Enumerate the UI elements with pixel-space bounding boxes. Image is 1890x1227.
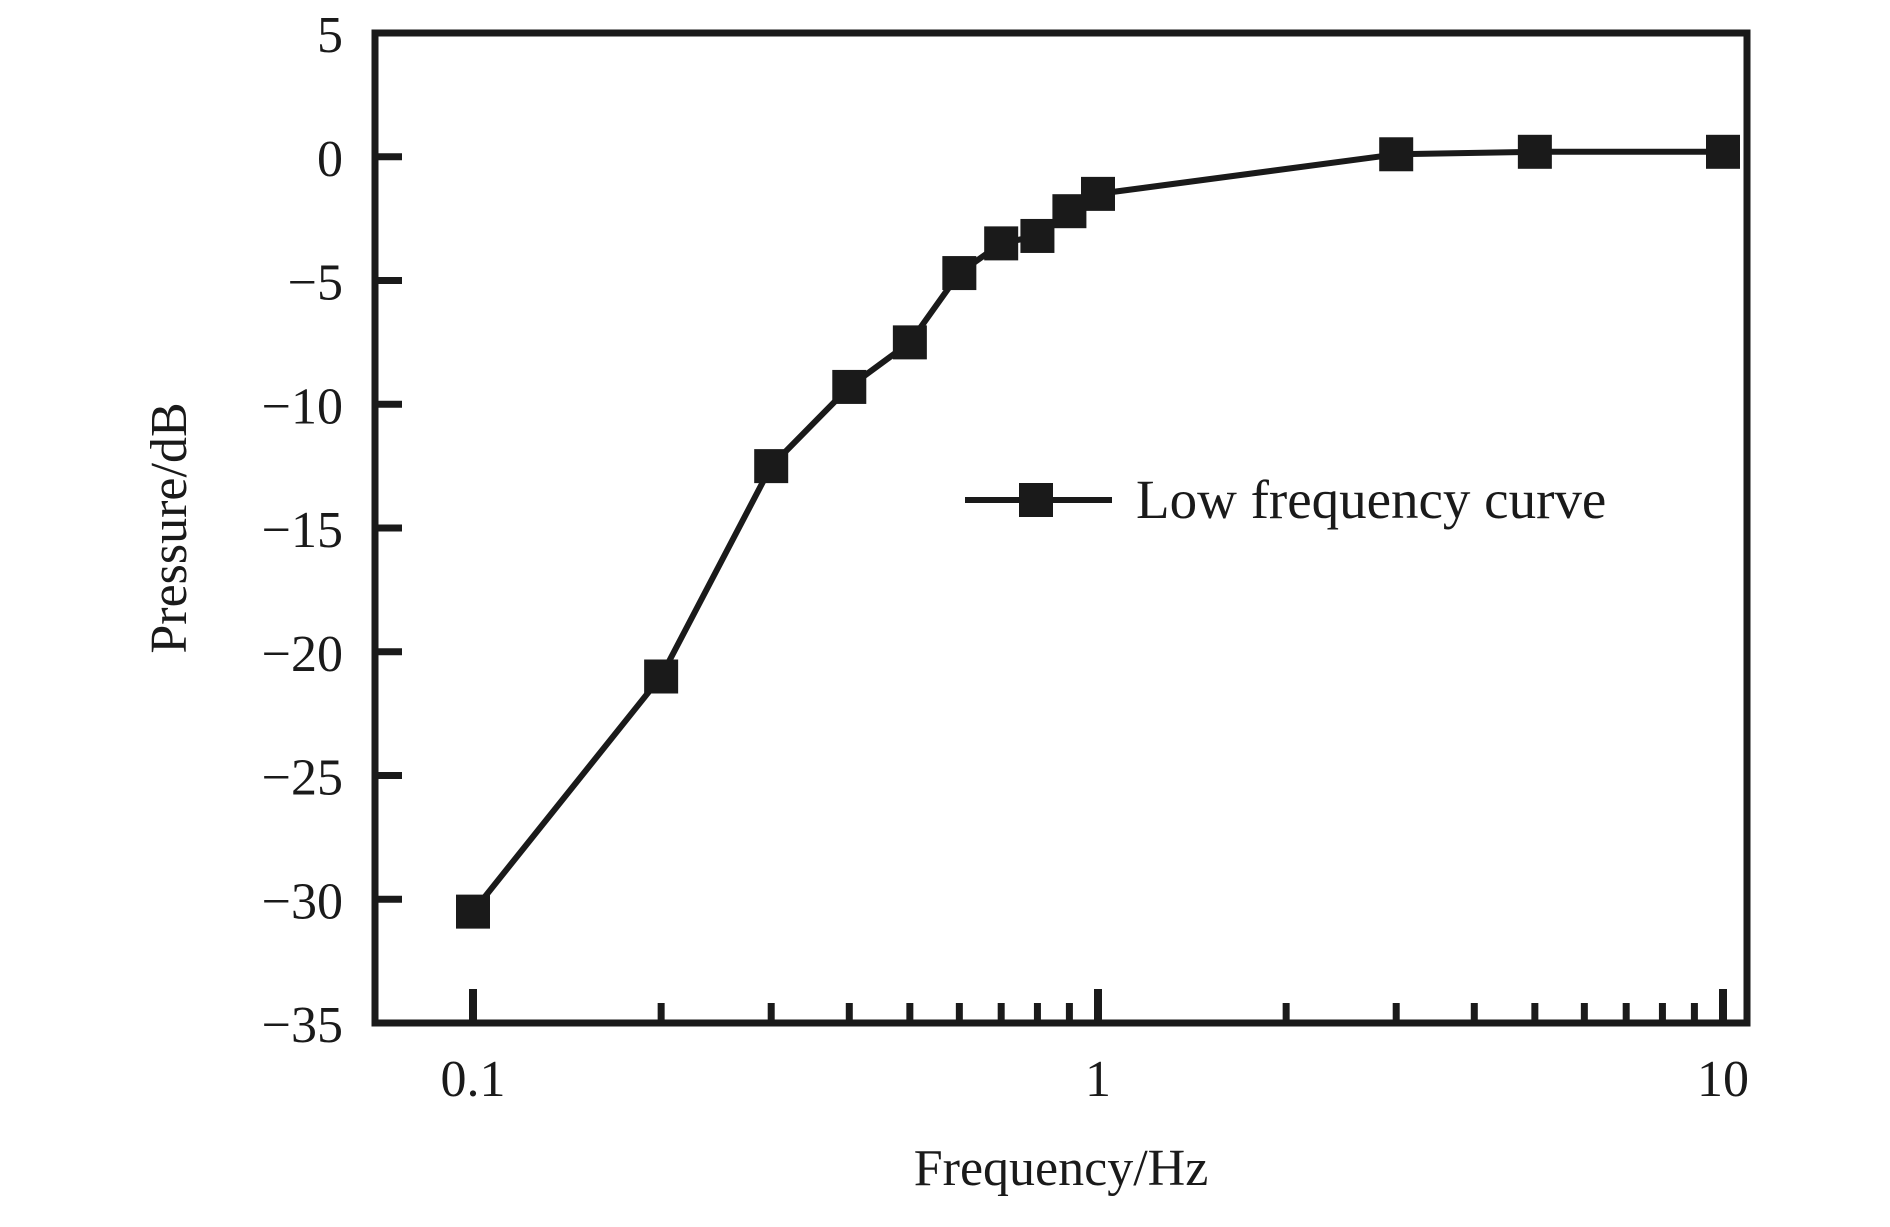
series-markers <box>456 134 1740 929</box>
data-series-low-frequency-curve <box>456 134 1740 929</box>
y-tick-label-6: −25 <box>262 750 343 807</box>
data-point-marker-9 <box>1081 176 1115 211</box>
x-axis-minor-ticks <box>657 1003 1698 1023</box>
legend-marker-square-icon <box>1019 483 1053 517</box>
y-tick-label-2: −5 <box>288 255 343 312</box>
data-point-marker-7 <box>1020 218 1055 253</box>
data-point-marker-1 <box>644 659 679 694</box>
y-axis-ticks <box>375 153 402 903</box>
y-tick-label-7: −30 <box>262 873 343 930</box>
y-tick-label-3: −10 <box>262 378 343 435</box>
data-point-marker-8 <box>1052 194 1087 229</box>
x-axis-major-ticks <box>469 989 1727 1023</box>
x-tick-label-1: 1 <box>1085 1051 1111 1108</box>
x-tick-label-2: 10 <box>1697 1051 1749 1108</box>
data-point-marker-2 <box>754 449 789 484</box>
legend: Low frequency curve <box>965 469 1606 530</box>
data-point-marker-10 <box>1379 137 1414 172</box>
data-point-marker-3 <box>832 369 867 404</box>
data-point-marker-5 <box>942 256 977 291</box>
x-axis-title: Frequency/Hz <box>914 1140 1209 1197</box>
y-tick-label-1: 0 <box>317 131 343 188</box>
data-point-marker-0 <box>456 894 490 929</box>
y-tick-label-4: −15 <box>262 502 343 559</box>
y-tick-label-8: −35 <box>262 997 343 1054</box>
y-tick-label-5: −20 <box>262 626 343 683</box>
y-axis-tick-labels: 5 0 −5 −10 −15 −20 −25 −30 −35 <box>262 7 343 1054</box>
data-point-marker-12 <box>1706 134 1740 169</box>
data-point-marker-6 <box>984 226 1019 261</box>
legend-label-low-frequency-curve: Low frequency curve <box>1136 469 1606 530</box>
data-point-marker-11 <box>1517 134 1552 169</box>
y-tick-label-0: 5 <box>317 7 343 64</box>
x-tick-label-0: 0.1 <box>441 1051 506 1108</box>
x-axis-tick-labels: 0.1 1 10 <box>441 1051 1750 1108</box>
data-point-marker-4 <box>892 325 927 360</box>
y-axis-title: Pressure/dB <box>141 402 198 653</box>
